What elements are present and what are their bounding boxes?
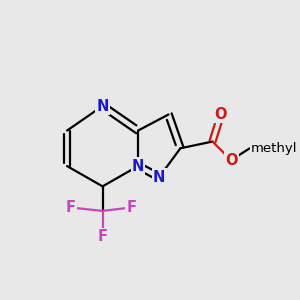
- Text: methyl: methyl: [251, 142, 298, 155]
- Text: F: F: [65, 200, 75, 215]
- Text: N: N: [96, 98, 109, 113]
- Text: F: F: [126, 200, 136, 215]
- Text: N: N: [153, 169, 165, 184]
- Text: N: N: [132, 159, 144, 174]
- Text: F: F: [98, 229, 108, 244]
- Text: O: O: [215, 107, 227, 122]
- Text: O: O: [225, 153, 237, 168]
